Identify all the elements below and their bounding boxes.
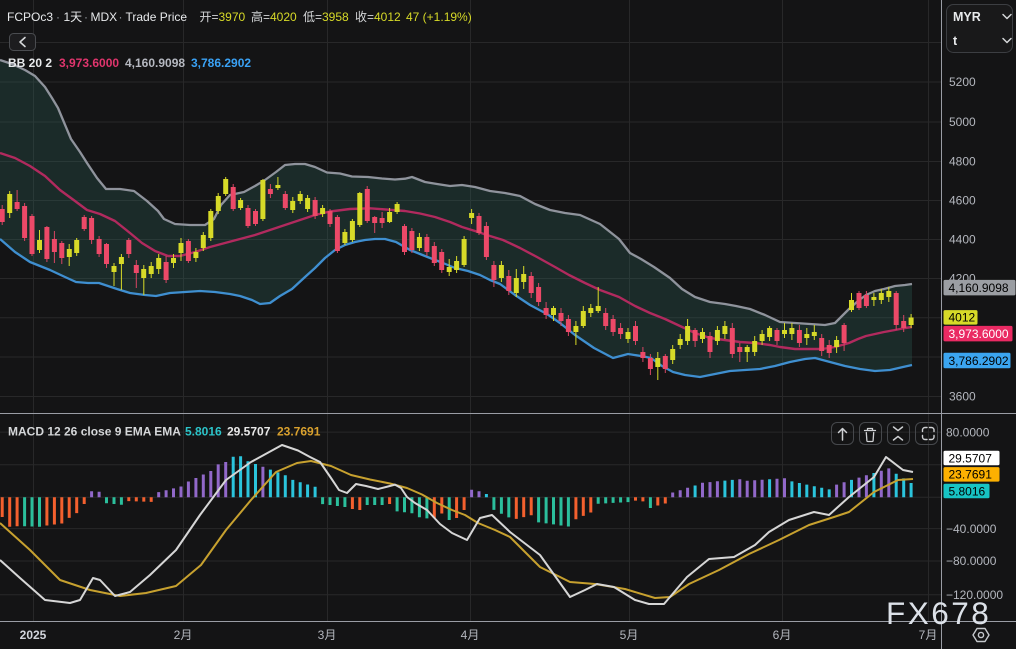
svg-text:23.7691: 23.7691	[277, 424, 321, 438]
svg-text:·: ·	[56, 10, 60, 24]
svg-text:MACD 12 26 close 9 EMA EMA: MACD 12 26 close 9 EMA EMA	[8, 424, 181, 438]
svg-text:收=: 收=	[355, 10, 374, 24]
svg-text:−80.0000: −80.0000	[946, 554, 997, 568]
svg-text:3,973.6000: 3,973.6000	[59, 56, 119, 70]
svg-text:4800: 4800	[949, 155, 976, 169]
svg-text:5月: 5月	[620, 628, 639, 642]
svg-text:23.7691: 23.7691	[949, 468, 993, 482]
svg-text:3,973.6000: 3,973.6000	[949, 327, 1009, 341]
svg-text:开=: 开=	[200, 10, 219, 24]
svg-text:4020: 4020	[270, 10, 297, 24]
svg-text:4,160.9098: 4,160.9098	[949, 281, 1009, 295]
svg-text:5200: 5200	[949, 75, 976, 89]
svg-text:5.8016: 5.8016	[185, 424, 222, 438]
svg-text:80.0000: 80.0000	[946, 425, 990, 439]
svg-text:5000: 5000	[949, 115, 976, 129]
svg-text:MYR: MYR	[953, 10, 981, 24]
svg-text:47 (+1.19%): 47 (+1.19%)	[406, 10, 472, 24]
svg-text:3970: 3970	[219, 10, 246, 24]
svg-text:3600: 3600	[949, 390, 976, 404]
svg-text:3,786.2902: 3,786.2902	[949, 354, 1009, 368]
svg-text:·: ·	[119, 10, 123, 24]
svg-text:FCPOc3: FCPOc3	[7, 10, 53, 24]
svg-text:29.5707: 29.5707	[227, 424, 271, 438]
svg-text:4600: 4600	[949, 194, 976, 208]
svg-text:7月: 7月	[919, 628, 938, 642]
svg-text:t: t	[953, 34, 958, 48]
svg-text:4012: 4012	[374, 10, 401, 24]
svg-text:2月: 2月	[174, 628, 193, 642]
svg-text:2025: 2025	[20, 628, 47, 642]
svg-text:1天: 1天	[64, 10, 83, 24]
svg-text:FX678: FX678	[886, 595, 991, 631]
svg-text:BB 20 2: BB 20 2	[8, 56, 52, 70]
svg-text:29.5707: 29.5707	[949, 451, 993, 465]
svg-text:低=: 低=	[303, 10, 322, 24]
svg-text:·: ·	[84, 10, 88, 24]
svg-text:4,160.9098: 4,160.9098	[125, 56, 185, 70]
svg-text:4月: 4月	[461, 628, 480, 642]
svg-text:MDX: MDX	[91, 10, 118, 24]
svg-text:6月: 6月	[773, 628, 792, 642]
svg-text:3958: 3958	[322, 10, 349, 24]
svg-text:Trade Price: Trade Price	[126, 10, 188, 24]
svg-text:4400: 4400	[949, 233, 976, 247]
svg-text:高=: 高=	[251, 9, 270, 24]
svg-text:4012: 4012	[949, 311, 976, 325]
svg-text:−40.0000: −40.0000	[946, 522, 997, 536]
svg-text:5.8016: 5.8016	[949, 484, 986, 498]
svg-text:−120.0000: −120.0000	[946, 588, 1003, 602]
svg-text:3月: 3月	[318, 628, 337, 642]
svg-text:3,786.2902: 3,786.2902	[191, 56, 251, 70]
